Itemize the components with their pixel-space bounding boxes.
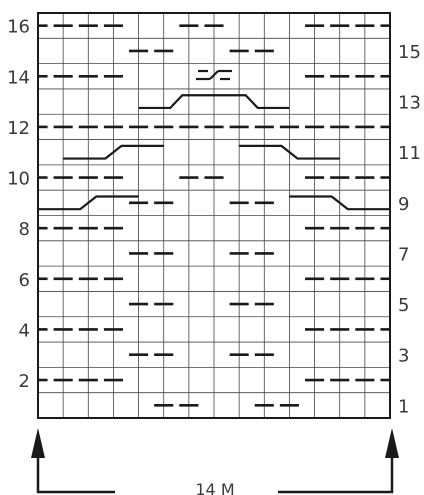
- bracket-line: [36, 455, 394, 494]
- chart-grid: [37, 12, 391, 419]
- row-number-right: 13: [398, 93, 421, 114]
- right-arrow-icon: [385, 428, 399, 458]
- cable-cross: [239, 144, 340, 160]
- stitch-symbols: [38, 24, 390, 407]
- cable-cross: [214, 94, 290, 110]
- cable-cross: [289, 195, 390, 211]
- cable-cross: [63, 144, 164, 160]
- row-number-right: 7: [398, 244, 409, 265]
- row-number-right: 11: [398, 143, 421, 164]
- left-arrow-icon: [31, 428, 45, 458]
- row-number-left: 10: [7, 169, 30, 190]
- left-row-numbers: 2 4 6 8 10 12 14 16: [7, 17, 30, 392]
- row-number-right: 3: [398, 346, 409, 367]
- grid-border: [37, 12, 391, 419]
- row-number-right: 5: [398, 295, 409, 316]
- row-number-left: 16: [7, 17, 30, 38]
- row-number-right: 15: [398, 42, 421, 63]
- row-number-left: 8: [19, 219, 30, 240]
- stitch-count-label: 14 M: [195, 480, 234, 495]
- cable-cross: [138, 94, 214, 110]
- center-cross: [209, 70, 219, 80]
- row-number-left: 12: [7, 118, 30, 139]
- row-number-left: 2: [19, 371, 30, 392]
- cable-cross: [38, 195, 139, 211]
- row-number-left: 4: [19, 320, 30, 341]
- row-number-left: 14: [7, 67, 30, 88]
- row-number-right: 9: [398, 194, 409, 215]
- stitch-count-indicator: 14 M: [31, 428, 399, 495]
- row-number-right: 1: [398, 396, 409, 417]
- row-number-left: 6: [19, 270, 30, 291]
